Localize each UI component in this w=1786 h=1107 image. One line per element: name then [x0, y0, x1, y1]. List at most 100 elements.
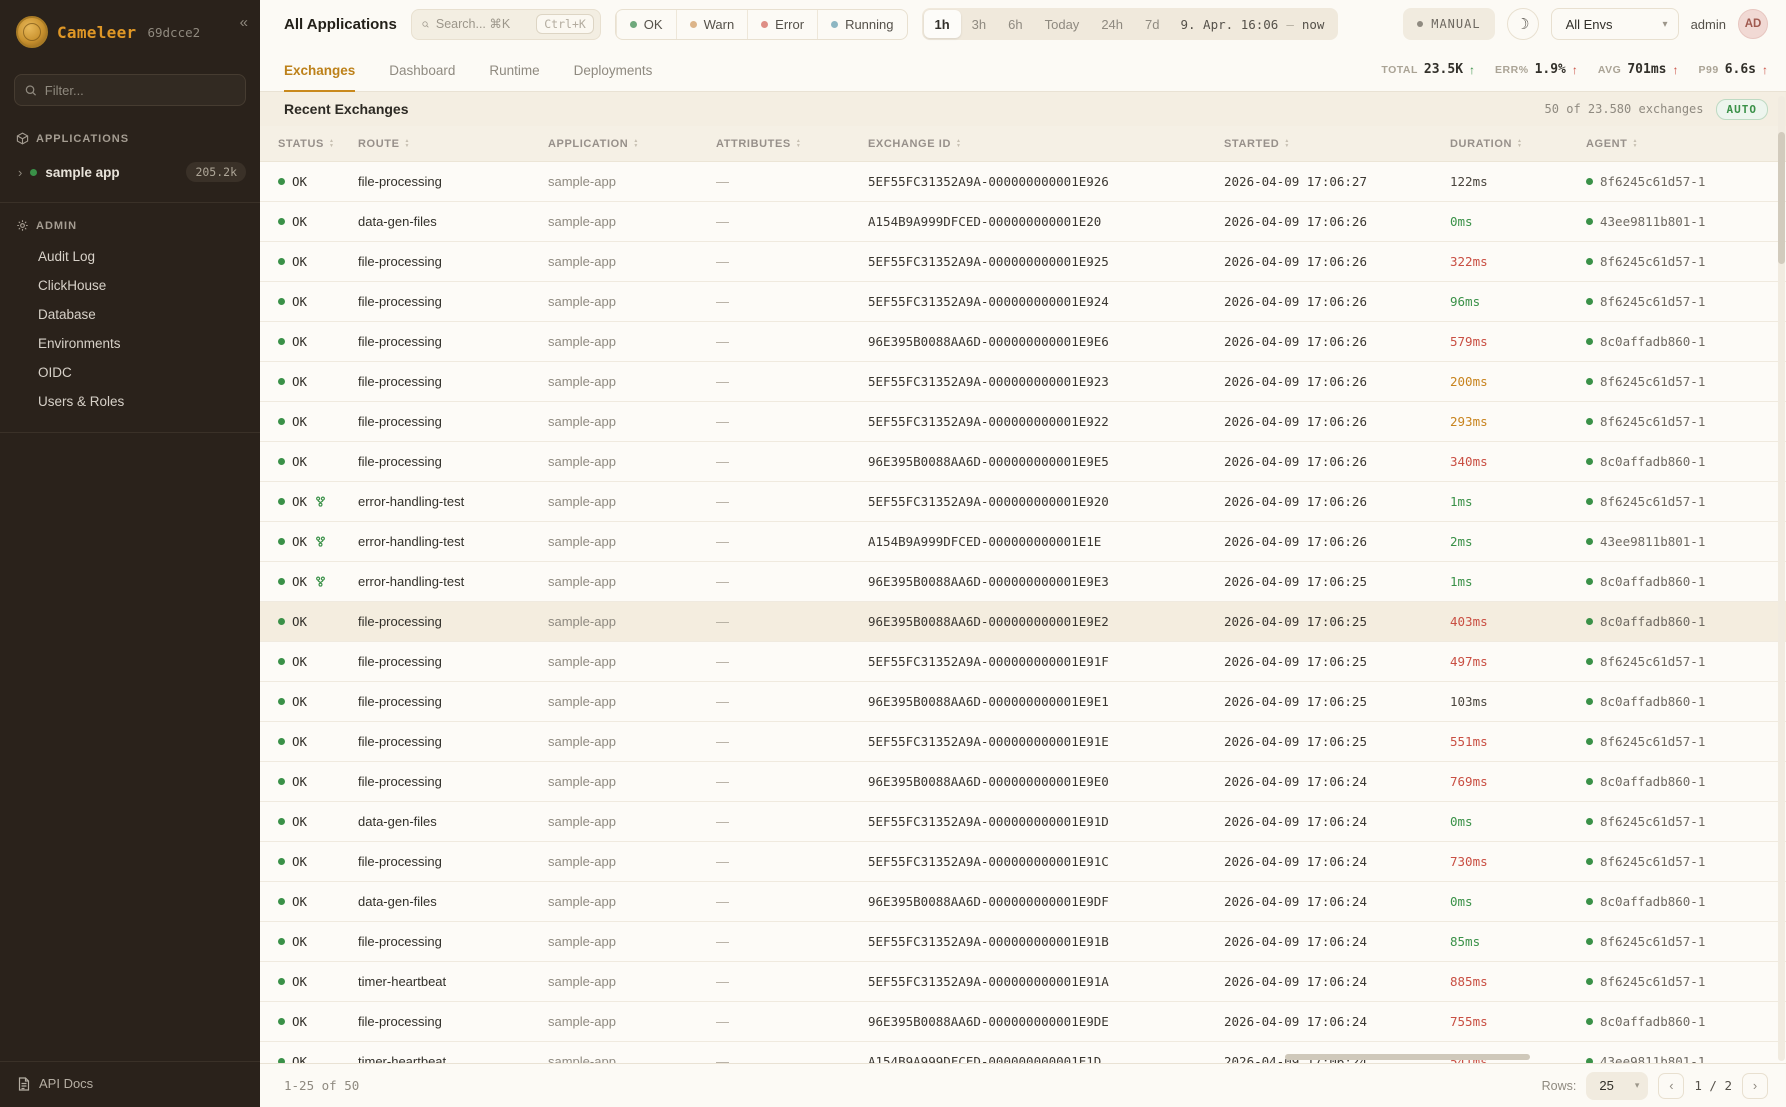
table-row[interactable]: OK error-handling-test sample-app — 5EF5…	[260, 482, 1786, 522]
column-header[interactable]: STARTED ▲ ▼	[1224, 138, 1450, 150]
table-row[interactable]: OK timer-heartbeat sample-app — A154B9A9…	[260, 1042, 1786, 1063]
started-cell: 2026-04-09 17:06:26	[1224, 454, 1367, 469]
rows-per-page-select[interactable]: 25 ▾	[1586, 1071, 1649, 1100]
started-cell: 2026-04-09 17:06:26	[1224, 214, 1367, 229]
sidebar-filter-input[interactable]	[44, 82, 235, 98]
time-preset-button[interactable]: Today	[1044, 16, 1080, 32]
table-row[interactable]: OK file-processing sample-app — 5EF55FC3…	[260, 362, 1786, 402]
time-range-display[interactable]: 9. Apr. 16:06 — now	[1170, 17, 1336, 32]
sidebar-item[interactable]: Environments	[38, 336, 121, 351]
auto-refresh-badge[interactable]: AUTO	[1715, 98, 1768, 120]
status-text: OK	[292, 654, 308, 669]
table-row[interactable]: OK data-gen-files sample-app — 5EF55FC31…	[260, 802, 1786, 842]
agent-id: 8f6245c61d57-1	[1600, 654, 1706, 669]
attributes-cell: —	[716, 494, 729, 509]
build-hash: 69dcce2	[147, 24, 201, 40]
table-row[interactable]: OK file-processing sample-app — 5EF55FC3…	[260, 922, 1786, 962]
vertical-scrollbar-thumb[interactable]	[1778, 132, 1785, 264]
sort-icon: ▲ ▼	[795, 138, 802, 149]
column-header[interactable]: ATTRIBUTES ▲ ▼	[716, 138, 868, 150]
sidebar-item[interactable]: Users & Roles	[38, 394, 125, 409]
table-row[interactable]: OK file-processing sample-app — 5EF55FC3…	[260, 162, 1786, 202]
table-row[interactable]: OK file-processing sample-app — 96E395B0…	[260, 442, 1786, 482]
table-row[interactable]: OK file-processing sample-app — 5EF55FC3…	[260, 842, 1786, 882]
prev-page-button[interactable]: ‹	[1658, 1072, 1685, 1099]
column-header[interactable]: AGENT ▲ ▼	[1586, 138, 1768, 150]
time-preset-button[interactable]: 6h	[1008, 16, 1023, 32]
table-row[interactable]: OK error-handling-test sample-app — 96E3…	[260, 562, 1786, 602]
table-row[interactable]: OK data-gen-files sample-app — 96E395B00…	[260, 882, 1786, 922]
search-input[interactable]	[435, 17, 530, 31]
exchange-id-cell: 5EF55FC31352A9A-000000000001E91F	[868, 654, 1109, 669]
time-preset-button[interactable]: 7d	[1145, 16, 1160, 32]
sidebar-item[interactable]: Audit Log	[38, 249, 96, 264]
attributes-cell: —	[716, 974, 729, 989]
time-preset-button[interactable]: 1h	[923, 10, 961, 38]
sidebar-collapse-icon[interactable]: «	[239, 14, 248, 31]
tab[interactable]: Runtime	[489, 63, 540, 78]
agent-status-dot	[1586, 978, 1593, 985]
agent-id: 8f6245c61d57-1	[1600, 254, 1706, 269]
column-header[interactable]: EXCHANGE ID ▲ ▼	[868, 138, 1224, 150]
ok-status-dot	[278, 858, 285, 865]
column-header[interactable]: STATUS ▲ ▼	[278, 138, 358, 150]
status-filter-pill[interactable]: Error	[747, 9, 817, 39]
status-filter-pill[interactable]: Running	[817, 9, 906, 39]
status-filter-pill[interactable]: OK	[615, 9, 676, 39]
table-row[interactable]: OK file-processing sample-app — 96E395B0…	[260, 602, 1786, 642]
table-row[interactable]: OK file-processing sample-app — 96E395B0…	[260, 1002, 1786, 1042]
tab[interactable]: Exchanges	[284, 48, 356, 92]
agent-status-dot	[1586, 418, 1593, 425]
table-row[interactable]: OK data-gen-files sample-app — A154B9A99…	[260, 202, 1786, 242]
time-preset-button[interactable]: 24h	[1101, 16, 1124, 32]
table-row[interactable]: OK file-processing sample-app — 96E395B0…	[260, 762, 1786, 802]
sidebar-item-api-docs[interactable]: API Docs	[0, 1061, 260, 1107]
agent-id: 8f6245c61d57-1	[1600, 294, 1706, 309]
time-preset-button[interactable]: 3h	[971, 16, 987, 32]
sidebar-item[interactable]: OIDC	[38, 365, 72, 380]
table-row[interactable]: OK file-processing sample-app — 5EF55FC3…	[260, 722, 1786, 762]
sidebar-item-sample-app[interactable]: › sample app 205.2k	[0, 158, 260, 186]
status-filter-pill[interactable]: Warn	[675, 9, 748, 39]
table-row[interactable]: OK file-processing sample-app — 96E395B0…	[260, 322, 1786, 362]
route-cell: timer-heartbeat	[358, 1054, 447, 1063]
table-row[interactable]: OK file-processing sample-app — 5EF55FC3…	[260, 242, 1786, 282]
agent-status-dot	[1586, 698, 1593, 705]
next-page-button[interactable]: ›	[1742, 1072, 1768, 1099]
table-row[interactable]: OK file-processing sample-app — 5EF55FC3…	[260, 642, 1786, 682]
application-cell: sample-app	[548, 614, 616, 629]
environment-select[interactable]: All Envs ▾	[1550, 8, 1679, 40]
status-text: OK	[292, 894, 308, 909]
table-row[interactable]: OK file-processing sample-app — 96E395B0…	[260, 682, 1786, 722]
table-row[interactable]: OK error-handling-test sample-app — A154…	[260, 522, 1786, 562]
tab[interactable]: Dashboard	[389, 63, 456, 78]
column-header[interactable]: APPLICATION ▲ ▼	[548, 138, 716, 150]
sidebar-item[interactable]: Database	[38, 307, 96, 322]
table-row[interactable]: OK file-processing sample-app — 5EF55FC3…	[260, 282, 1786, 322]
agent-cell: 43ee9811b801-1	[1586, 534, 1768, 549]
stat-label: AVG	[1597, 63, 1622, 76]
agent-status-dot	[1586, 338, 1593, 345]
chevron-right-icon[interactable]: ›	[18, 164, 23, 180]
agent-status-dot	[1586, 818, 1593, 825]
table-row[interactable]: OK file-processing sample-app — 5EF55FC3…	[260, 402, 1786, 442]
horizontal-scrollbar-thumb[interactable]	[1285, 1054, 1530, 1060]
column-header[interactable]: ROUTE ▲ ▼	[358, 138, 548, 150]
tab[interactable]: Deployments	[573, 63, 653, 78]
table-row[interactable]: OK timer-heartbeat sample-app — 5EF55FC3…	[260, 962, 1786, 1002]
dark-mode-toggle[interactable]: ☾	[1506, 8, 1539, 40]
agent-status-dot	[1586, 258, 1593, 265]
status-cell: OK	[278, 574, 358, 589]
avatar[interactable]: AD	[1738, 9, 1768, 39]
agent-cell: 8c0affadb860-1	[1586, 614, 1768, 629]
cube-icon	[16, 132, 29, 145]
manual-refresh-toggle[interactable]: MANUAL	[1403, 8, 1495, 40]
column-header[interactable]: DURATION ▲ ▼	[1450, 138, 1586, 150]
sidebar-item[interactable]: ClickHouse	[38, 278, 107, 293]
status-dot	[761, 20, 769, 28]
agent-status-dot	[1586, 498, 1593, 505]
attributes-cell: —	[716, 214, 729, 229]
application-cell: sample-app	[548, 934, 616, 949]
api-docs-label: API Docs	[39, 1076, 94, 1091]
route-cell: file-processing	[358, 694, 442, 709]
